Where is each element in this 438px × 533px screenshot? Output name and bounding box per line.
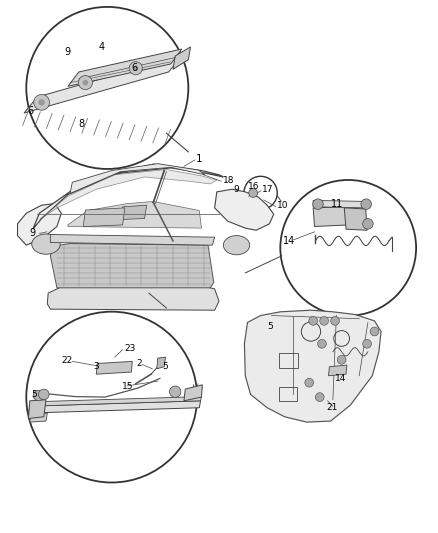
Polygon shape bbox=[83, 208, 125, 227]
Polygon shape bbox=[157, 357, 166, 369]
Circle shape bbox=[39, 389, 49, 400]
Text: 21: 21 bbox=[326, 403, 338, 412]
Text: 8: 8 bbox=[79, 119, 85, 129]
Circle shape bbox=[133, 66, 138, 71]
Text: 22: 22 bbox=[61, 357, 73, 365]
Circle shape bbox=[315, 393, 324, 401]
Polygon shape bbox=[244, 310, 381, 422]
Polygon shape bbox=[313, 200, 368, 208]
Polygon shape bbox=[313, 207, 348, 227]
Polygon shape bbox=[328, 365, 347, 376]
Ellipse shape bbox=[223, 236, 250, 255]
Circle shape bbox=[331, 317, 339, 325]
Polygon shape bbox=[96, 361, 132, 374]
Text: 1: 1 bbox=[196, 154, 203, 164]
Circle shape bbox=[305, 378, 314, 387]
Text: 2: 2 bbox=[137, 359, 142, 368]
Text: 11: 11 bbox=[331, 199, 343, 208]
Polygon shape bbox=[50, 244, 214, 288]
Polygon shape bbox=[28, 400, 46, 418]
Circle shape bbox=[363, 340, 371, 348]
Circle shape bbox=[309, 317, 318, 325]
Text: 5: 5 bbox=[162, 362, 168, 371]
Polygon shape bbox=[30, 413, 47, 422]
Text: 15: 15 bbox=[122, 383, 133, 391]
Text: 10: 10 bbox=[277, 201, 288, 210]
Circle shape bbox=[249, 189, 258, 197]
Polygon shape bbox=[118, 205, 147, 220]
Polygon shape bbox=[24, 56, 182, 113]
Text: 6: 6 bbox=[131, 63, 138, 73]
Circle shape bbox=[361, 199, 371, 209]
Circle shape bbox=[313, 199, 323, 209]
Text: 6: 6 bbox=[27, 106, 33, 116]
Text: 18: 18 bbox=[223, 176, 234, 184]
Polygon shape bbox=[39, 169, 217, 220]
Text: 14: 14 bbox=[283, 237, 295, 246]
Text: 16: 16 bbox=[247, 182, 259, 191]
Circle shape bbox=[370, 327, 379, 336]
Text: 5: 5 bbox=[32, 390, 37, 399]
Circle shape bbox=[34, 94, 49, 110]
Polygon shape bbox=[68, 201, 201, 228]
Polygon shape bbox=[70, 164, 205, 193]
Circle shape bbox=[170, 386, 181, 398]
Circle shape bbox=[337, 356, 346, 364]
Ellipse shape bbox=[32, 234, 60, 254]
Circle shape bbox=[129, 62, 142, 75]
Polygon shape bbox=[68, 49, 182, 86]
Circle shape bbox=[83, 80, 88, 85]
Text: 23: 23 bbox=[124, 344, 135, 352]
Text: 3: 3 bbox=[93, 362, 99, 371]
Circle shape bbox=[320, 317, 328, 325]
Circle shape bbox=[363, 219, 373, 229]
Polygon shape bbox=[344, 208, 367, 230]
Polygon shape bbox=[28, 401, 201, 413]
Polygon shape bbox=[215, 189, 274, 230]
Text: 17: 17 bbox=[262, 185, 273, 193]
Circle shape bbox=[318, 340, 326, 348]
Text: 5: 5 bbox=[267, 322, 273, 330]
Polygon shape bbox=[50, 235, 215, 245]
Text: 9: 9 bbox=[30, 229, 36, 238]
Polygon shape bbox=[33, 164, 223, 229]
Circle shape bbox=[33, 390, 44, 401]
Text: 9: 9 bbox=[64, 47, 71, 56]
Polygon shape bbox=[18, 204, 61, 245]
Circle shape bbox=[78, 76, 92, 90]
Polygon shape bbox=[184, 385, 202, 401]
Polygon shape bbox=[30, 397, 201, 406]
Circle shape bbox=[39, 99, 45, 106]
Polygon shape bbox=[173, 47, 191, 69]
Text: 4: 4 bbox=[99, 42, 105, 52]
Text: 14: 14 bbox=[335, 374, 346, 383]
Text: 9: 9 bbox=[233, 185, 239, 193]
Polygon shape bbox=[47, 287, 219, 310]
